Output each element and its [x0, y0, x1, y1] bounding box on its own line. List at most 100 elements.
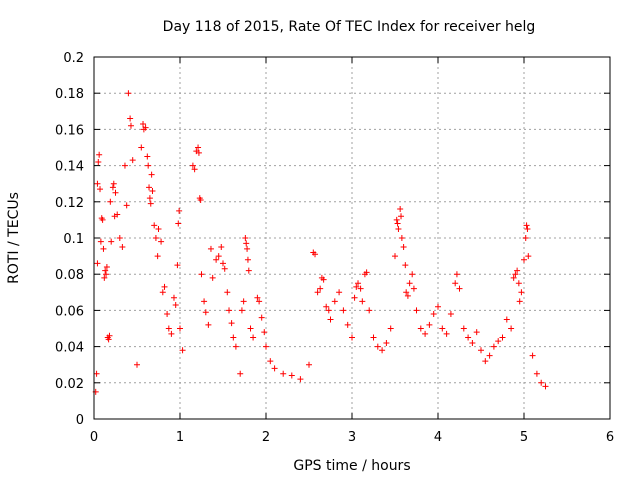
data-point — [189, 162, 196, 169]
data-point — [439, 325, 446, 332]
data-point — [140, 120, 147, 127]
data-point — [232, 343, 239, 350]
data-point — [512, 271, 519, 278]
data-point — [410, 285, 417, 292]
data-point — [112, 189, 119, 196]
data-point — [366, 307, 373, 314]
data-point — [523, 222, 530, 229]
data-point — [473, 329, 480, 336]
axis-ticks: 0 1 2 3 4 5 6 0 0.02 0.04 0.06 0.08 0.1 0.12 0.14 0.16 0… — [55, 51, 614, 445]
data-point — [127, 115, 134, 122]
data-point — [220, 260, 226, 267]
x-tick-label: 5 — [520, 430, 528, 445]
y-tick-label: 0.1 — [63, 232, 84, 247]
data-point — [93, 370, 100, 377]
data-point — [417, 325, 424, 332]
data-point — [109, 184, 116, 191]
data-point — [202, 309, 209, 316]
data-point — [370, 334, 377, 341]
data-point — [521, 256, 527, 263]
data-point — [145, 162, 152, 169]
data-point — [256, 298, 263, 305]
data-point — [100, 245, 107, 252]
data-point — [134, 361, 140, 368]
data-point — [119, 244, 126, 251]
y-tick-label: 0.2 — [63, 51, 84, 66]
data-point — [510, 274, 517, 281]
x-tick-label: 2 — [262, 430, 270, 445]
data-point — [103, 271, 110, 278]
data-point — [522, 235, 529, 241]
data-point — [152, 235, 159, 241]
data-point — [105, 336, 112, 343]
data-point — [138, 144, 145, 151]
data-point — [237, 370, 244, 377]
data-point — [351, 294, 358, 301]
data-point — [149, 187, 156, 194]
x-tick-label: 6 — [606, 430, 614, 445]
data-point — [172, 301, 179, 308]
data-point — [374, 343, 381, 350]
data-point — [125, 90, 132, 97]
data-point — [516, 298, 523, 305]
data-point — [146, 195, 153, 202]
y-tick-label: 0.18 — [55, 87, 84, 102]
data-point — [195, 144, 202, 151]
data-point — [240, 298, 247, 305]
data-point — [154, 253, 161, 260]
data-point — [383, 339, 390, 346]
data-point — [244, 256, 251, 263]
data-point — [161, 283, 168, 290]
data-point — [447, 311, 454, 318]
data-point — [170, 294, 177, 301]
data-point — [247, 325, 254, 332]
x-tick-label: 3 — [348, 430, 356, 445]
data-point — [538, 379, 545, 386]
data-point — [422, 330, 429, 337]
data-point — [155, 225, 162, 232]
data-point — [499, 334, 506, 341]
data-point — [116, 235, 123, 241]
data-point — [542, 383, 549, 390]
data-point — [525, 253, 532, 260]
data-point — [443, 330, 450, 337]
data-point — [97, 238, 104, 245]
data-point — [404, 292, 411, 299]
y-tick-label: 0.12 — [55, 196, 84, 211]
data-point — [121, 162, 128, 169]
data-point — [168, 330, 175, 337]
data-point — [209, 274, 216, 281]
data-point — [107, 198, 114, 205]
data-point — [197, 196, 204, 203]
data-point — [397, 206, 404, 213]
data-point — [263, 343, 269, 350]
data-point — [254, 294, 261, 301]
grid-layer — [94, 57, 610, 419]
data-point — [165, 325, 172, 332]
y-tick-label: 0.16 — [55, 123, 84, 138]
data-point — [94, 180, 101, 187]
data-point — [306, 361, 312, 368]
data-point — [398, 235, 405, 241]
data-point — [205, 321, 212, 328]
data-point — [224, 289, 231, 296]
data-point — [144, 153, 151, 160]
data-point — [146, 184, 153, 191]
data-point — [317, 285, 324, 292]
data-point — [453, 271, 460, 278]
data-point — [363, 269, 370, 276]
data-point — [106, 332, 113, 339]
y-tick-label: 0 — [76, 413, 84, 428]
data-point — [110, 180, 117, 187]
data-point — [323, 303, 330, 310]
data-point — [495, 338, 502, 345]
data-point — [114, 211, 121, 218]
data-point — [426, 321, 433, 328]
x-tick-label: 4 — [434, 430, 442, 445]
data-point — [452, 280, 459, 287]
data-point — [409, 271, 416, 278]
data-point — [101, 274, 108, 281]
data-point — [238, 307, 245, 314]
data-point — [218, 244, 225, 251]
data-point — [490, 343, 497, 350]
